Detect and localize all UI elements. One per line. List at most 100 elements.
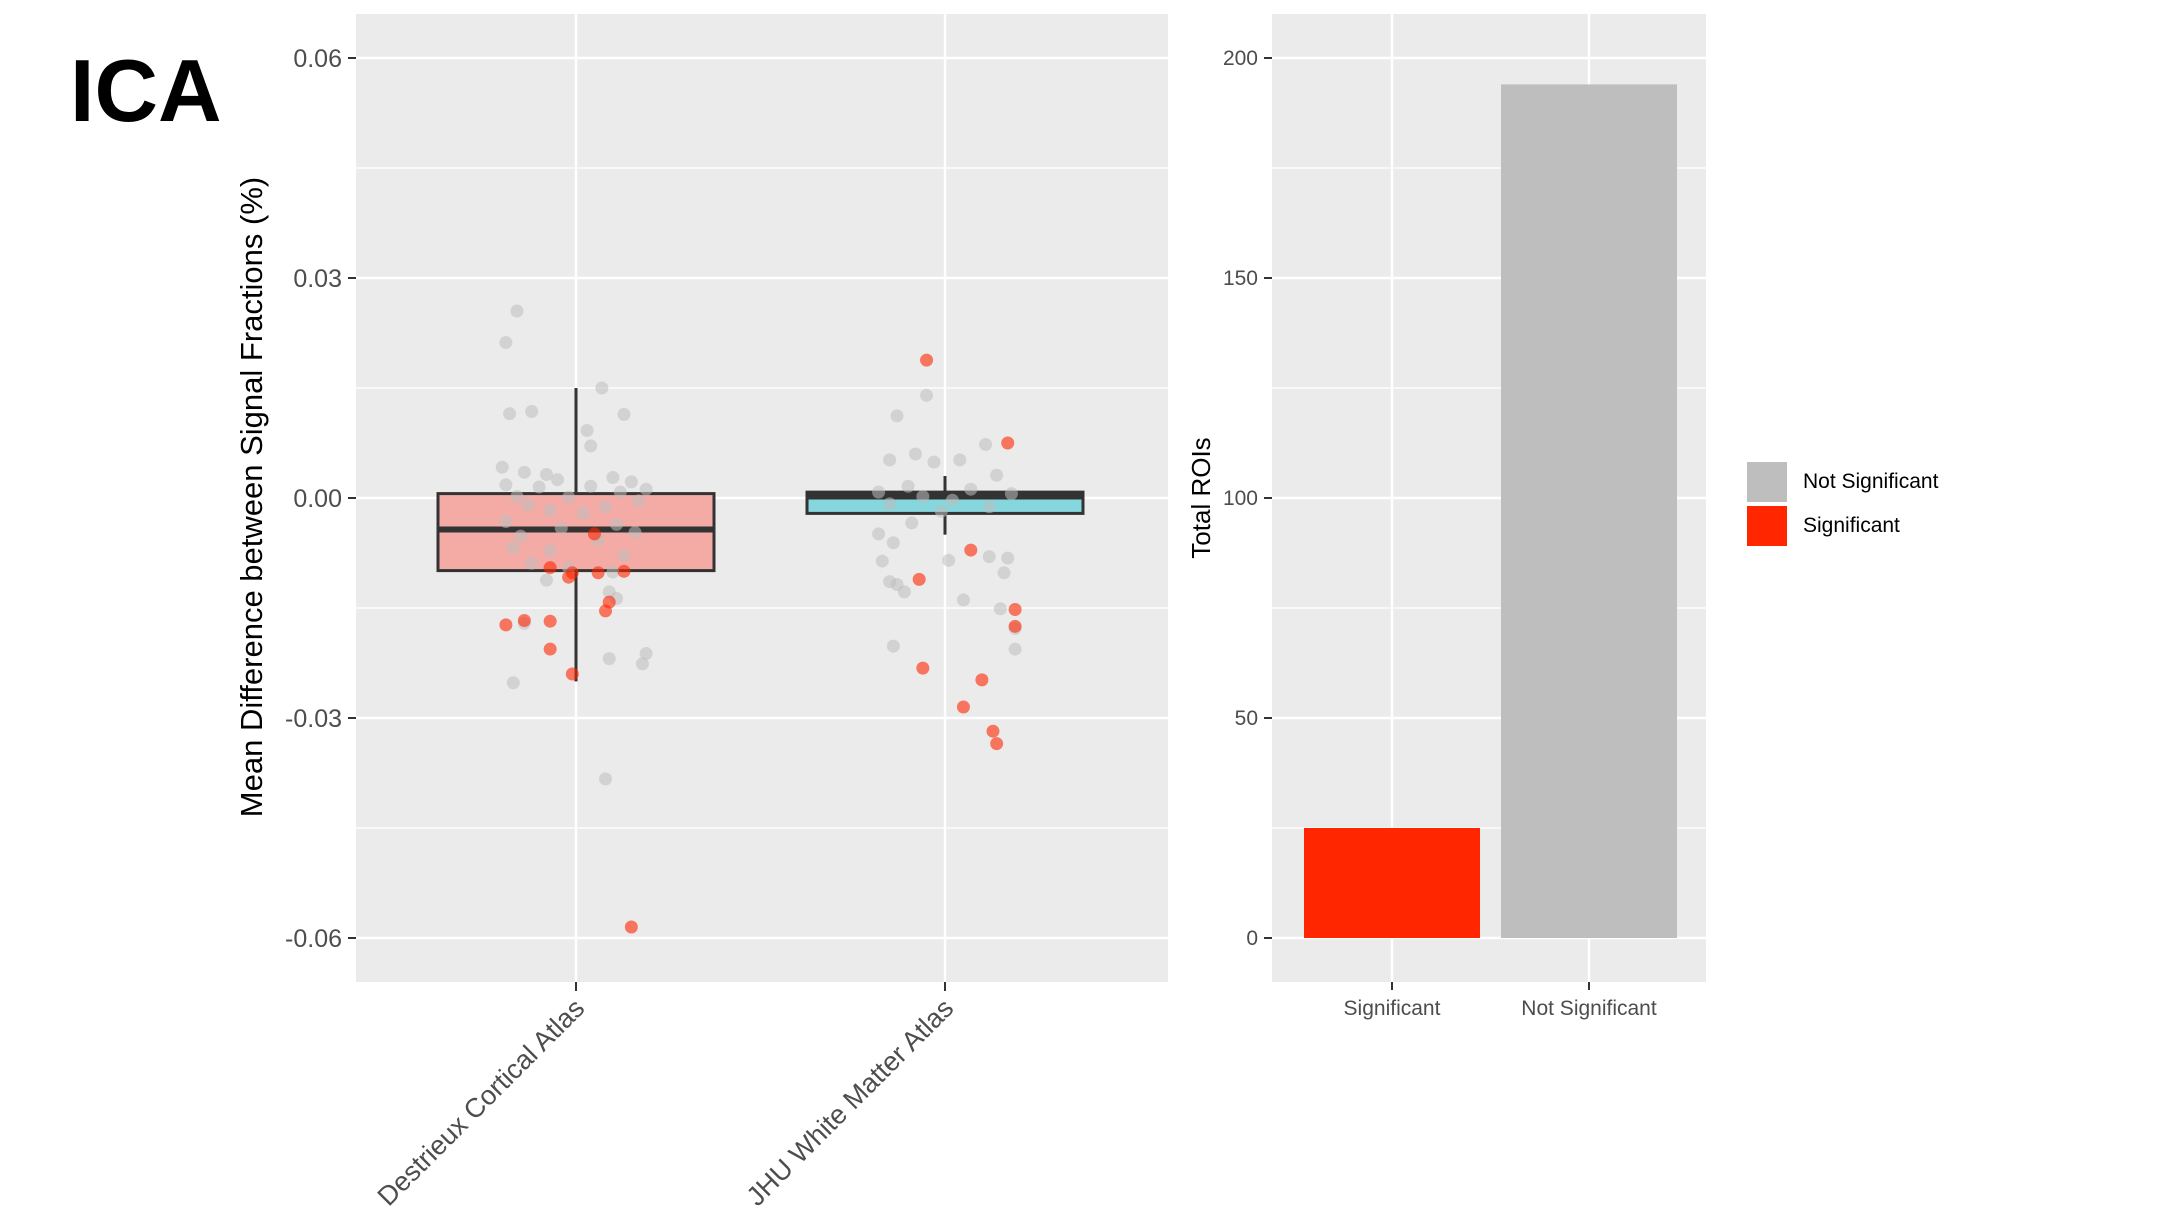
bar-not-significant — [1501, 84, 1677, 938]
point-not-significant — [562, 490, 576, 504]
point-not-significant — [639, 482, 653, 496]
point-not-significant — [499, 478, 513, 492]
point-not-significant — [510, 490, 524, 504]
point-significant — [986, 724, 1000, 738]
y-axis-title: Mean Difference between Signal Fractions… — [234, 177, 269, 817]
point-not-significant — [628, 525, 642, 539]
point-significant — [565, 667, 579, 681]
point-not-significant — [525, 404, 539, 418]
point-not-significant — [584, 479, 598, 493]
y-tick-label: 200 — [1223, 47, 1258, 70]
point-not-significant — [942, 553, 956, 567]
point-not-significant — [883, 453, 897, 467]
point-not-significant — [554, 521, 568, 535]
point-significant — [599, 604, 613, 618]
point-not-significant — [875, 554, 889, 568]
point-not-significant — [953, 453, 967, 467]
y-tick-label: -0.03 — [285, 705, 342, 733]
point-not-significant — [982, 500, 996, 514]
panel-label: ICA — [70, 41, 222, 140]
point-significant — [624, 920, 638, 934]
legend-swatch-significant — [1747, 506, 1787, 546]
point-not-significant — [1001, 551, 1015, 565]
point-not-significant — [1008, 642, 1022, 656]
x-tick-label: Significant — [1344, 997, 1441, 1020]
y-tick-label: 150 — [1223, 267, 1258, 290]
x-tick-label: Not Significant — [1521, 997, 1657, 1020]
y-tick-label: 0.06 — [293, 45, 342, 73]
point-not-significant — [956, 593, 970, 607]
point-not-significant — [617, 548, 631, 562]
point-not-significant — [606, 470, 620, 484]
point-significant — [1001, 436, 1015, 450]
point-not-significant — [883, 497, 897, 511]
boxplot-chart: -0.06 -0.03 0.00 0.03 0.06 Destrieux Cortical… — [234, 14, 1168, 1212]
point-significant — [543, 614, 557, 628]
point-not-significant — [602, 652, 616, 666]
y-tick-label: 0 — [1246, 927, 1258, 950]
point-significant — [499, 618, 513, 632]
legend-swatch-not-significant — [1747, 462, 1787, 502]
point-significant — [912, 572, 926, 586]
point-significant — [617, 564, 631, 578]
legend-label-significant: Significant — [1803, 514, 1900, 537]
point-not-significant — [499, 514, 513, 528]
point-significant — [587, 527, 601, 541]
point-not-significant — [927, 455, 941, 469]
point-not-significant — [886, 536, 900, 550]
point-not-significant — [945, 493, 959, 507]
bar-legend: Not Significant Significant — [1747, 460, 1938, 548]
point-significant — [562, 570, 576, 584]
point-significant — [956, 700, 970, 714]
y-tick-label: 0.03 — [293, 265, 342, 293]
point-not-significant — [595, 381, 609, 395]
y-tick-label: 50 — [1235, 707, 1258, 730]
point-not-significant — [993, 602, 1007, 616]
legend-item-significant: Significant — [1747, 504, 1938, 548]
legend-item-not-significant: Not Significant — [1747, 460, 1938, 504]
point-significant — [1008, 602, 1022, 616]
point-not-significant — [539, 468, 553, 482]
point-significant — [543, 561, 557, 575]
point-not-significant — [539, 573, 553, 587]
point-not-significant — [639, 646, 653, 660]
point-not-significant — [599, 500, 613, 514]
point-not-significant — [872, 527, 886, 541]
point-significant — [1008, 619, 1022, 633]
point-not-significant — [886, 639, 900, 653]
point-not-significant — [1004, 487, 1018, 501]
point-not-significant — [606, 565, 620, 579]
point-not-significant — [543, 503, 557, 517]
point-not-significant — [495, 460, 509, 474]
point-significant — [990, 737, 1004, 751]
point-not-significant — [982, 550, 996, 564]
point-not-significant — [521, 498, 535, 512]
y-tick-label: 0.00 — [293, 485, 342, 513]
point-significant — [916, 661, 930, 675]
point-not-significant — [514, 529, 528, 543]
point-not-significant — [979, 437, 993, 451]
x-tick-label: JHU White Matter Atlas — [741, 993, 960, 1212]
point-not-significant — [890, 409, 904, 423]
point-significant — [964, 543, 978, 557]
point-not-significant — [499, 336, 513, 350]
bar-chart: 0 50 100 150 200 Significant Not Significant To… — [1186, 14, 1706, 1020]
point-not-significant — [901, 479, 915, 493]
y-tick-label: 100 — [1223, 487, 1258, 510]
point-not-significant — [599, 772, 613, 786]
point-significant — [543, 642, 557, 656]
point-not-significant — [632, 494, 646, 508]
y-tick-label: -0.06 — [285, 925, 342, 953]
point-not-significant — [517, 465, 531, 479]
point-not-significant — [551, 473, 565, 487]
point-not-significant — [624, 475, 638, 489]
point-not-significant — [897, 585, 911, 599]
point-significant — [517, 613, 531, 627]
y-axis-title: Total ROIs — [1186, 437, 1216, 558]
legend-label-not-significant: Not Significant — [1803, 470, 1939, 493]
bar-significant — [1304, 828, 1480, 938]
point-not-significant — [506, 676, 520, 690]
point-not-significant — [908, 447, 922, 461]
point-not-significant — [510, 304, 524, 318]
point-not-significant — [506, 541, 520, 555]
